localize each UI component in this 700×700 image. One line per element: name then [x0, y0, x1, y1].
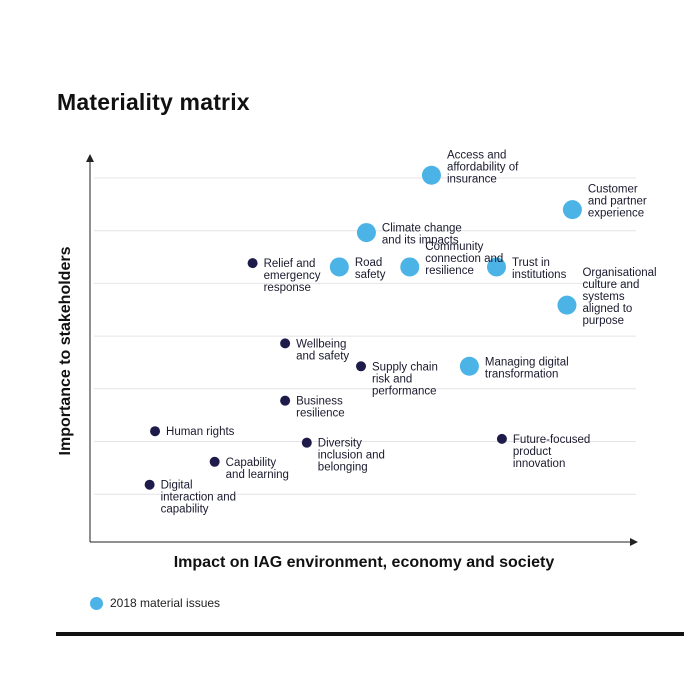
- point-labels: Access and affordability of insurance Custo…: [161, 149, 657, 515]
- point-label: Diversity inclusion and belonging: [318, 438, 385, 474]
- point-label-line: affordability of: [447, 161, 519, 173]
- point-label-line: capability: [161, 504, 209, 516]
- point-label-line: Relief and: [264, 258, 316, 270]
- point-label-line: Capability: [226, 457, 277, 469]
- material-issue-point: [562, 200, 582, 220]
- point-label-line: and its impacts: [382, 235, 459, 247]
- point-label-line: response: [264, 282, 311, 294]
- chart-title: Materiality matrix: [57, 89, 250, 115]
- point-label-line: Business: [296, 396, 343, 408]
- material-issue-point: [329, 257, 349, 277]
- issue-point: [356, 361, 366, 372]
- point-label-line: innovation: [513, 458, 565, 470]
- x-axis-arrow: [630, 538, 638, 546]
- point-label-line: Wellbeing: [296, 338, 346, 350]
- issue-point: [496, 433, 507, 444]
- point-label-line: Community: [425, 241, 483, 253]
- point-label: Managing digital transformation: [485, 356, 569, 380]
- point-label-line: and safety: [296, 350, 349, 362]
- point-label-line: Digital: [161, 480, 193, 492]
- issue-point: [280, 338, 291, 349]
- point-label-line: performance: [372, 385, 437, 397]
- point-label-line: emergency: [264, 270, 321, 282]
- point-label-line: and partner: [588, 196, 647, 208]
- material-issue-point: [459, 356, 479, 376]
- axes: [86, 154, 638, 546]
- point-label-line: risk and: [372, 373, 412, 385]
- point-label-line: aligned to: [582, 303, 632, 315]
- point-label: Community connection and resilience: [425, 241, 503, 277]
- point-label: Access and affordability of insurance: [447, 149, 519, 185]
- point-label-line: Road: [355, 257, 383, 269]
- footer-divider: [56, 632, 684, 636]
- point-label-line: Access and: [447, 149, 506, 161]
- point-label: Customer and partner experience: [588, 184, 647, 220]
- point-label: Climate change and its impacts: [382, 223, 462, 247]
- point-label-line: Supply chain: [372, 361, 438, 373]
- point-label-line: institutions: [512, 269, 567, 281]
- material-issue-point: [421, 165, 441, 185]
- point-label-line: and learning: [226, 469, 289, 481]
- point-label-line: resilience: [296, 408, 345, 420]
- issue-point: [150, 426, 161, 437]
- legend-swatch: [90, 596, 103, 610]
- point-label-line: product: [513, 446, 552, 458]
- point-label-line: Organisational: [582, 267, 656, 279]
- point-label-line: resilience: [425, 265, 474, 277]
- material-issue-point: [400, 257, 420, 277]
- issue-point: [280, 395, 291, 406]
- y-axis-arrow: [86, 154, 94, 162]
- point-label-line: connection and: [425, 253, 503, 265]
- point-label: Trust in institutions: [512, 257, 567, 281]
- point-label: Future-focused product innovation: [513, 434, 590, 470]
- point-label: Wellbeing and safety: [296, 338, 349, 362]
- y-axis-label: Importance to stakeholders: [57, 246, 74, 455]
- point-label-line: Climate change: [382, 223, 462, 235]
- data-points: [144, 165, 582, 490]
- point-label-line: culture and: [582, 279, 639, 291]
- material-issue-point: [356, 223, 376, 243]
- legend: 2018 material issues: [90, 596, 220, 610]
- point-label-line: Managing digital: [485, 356, 569, 368]
- point-label-line: Trust in: [512, 257, 550, 269]
- point-label-line: insurance: [447, 173, 497, 185]
- x-axis-label: Impact on IAG environment, economy and s…: [174, 554, 555, 571]
- point-label: Human rights: [166, 426, 235, 438]
- point-label-line: systems: [582, 291, 624, 303]
- point-label-line: safety: [355, 269, 386, 281]
- issue-point: [247, 258, 258, 269]
- point-label-line: transformation: [485, 368, 559, 380]
- material-issue-point: [557, 295, 577, 315]
- point-label-line: purpose: [582, 315, 624, 327]
- legend-label: 2018 material issues: [110, 596, 221, 610]
- issue-point: [144, 479, 155, 490]
- point-label: Relief and emergency response: [264, 258, 321, 294]
- material-issue-point: [487, 257, 506, 277]
- point-label: Business resilience: [296, 396, 345, 420]
- point-label-line: Human rights: [166, 426, 235, 438]
- issue-point: [209, 456, 220, 467]
- point-label: Road safety: [355, 257, 386, 281]
- point-label: Supply chain risk and performance: [372, 361, 438, 397]
- point-label: Organisational culture and systems aligned …: [582, 267, 656, 327]
- issue-point: [301, 437, 312, 448]
- point-label-line: Future-focused: [513, 434, 590, 446]
- point-label-line: belonging: [318, 462, 368, 474]
- point-label: Capability and learning: [226, 457, 289, 481]
- point-label: Digital interaction and capability: [161, 480, 236, 516]
- point-label-line: Diversity: [318, 438, 362, 450]
- point-label-line: Customer: [588, 184, 638, 196]
- point-label-line: inclusion and: [318, 450, 385, 462]
- point-label-line: interaction and: [161, 492, 236, 504]
- point-label-line: experience: [588, 208, 644, 220]
